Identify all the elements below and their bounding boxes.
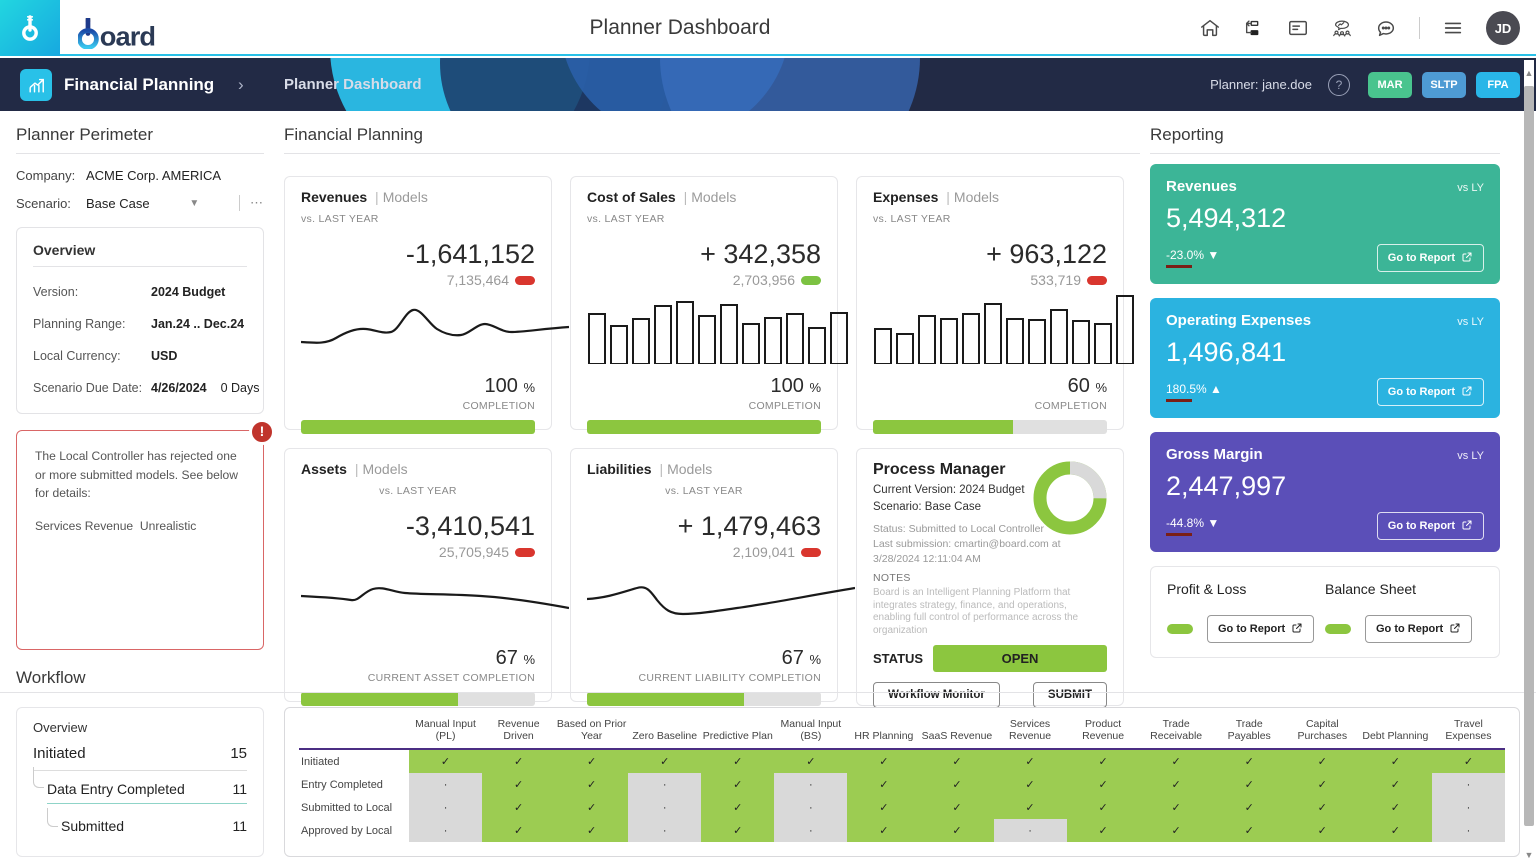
svg-text:oard: oard bbox=[100, 20, 155, 49]
